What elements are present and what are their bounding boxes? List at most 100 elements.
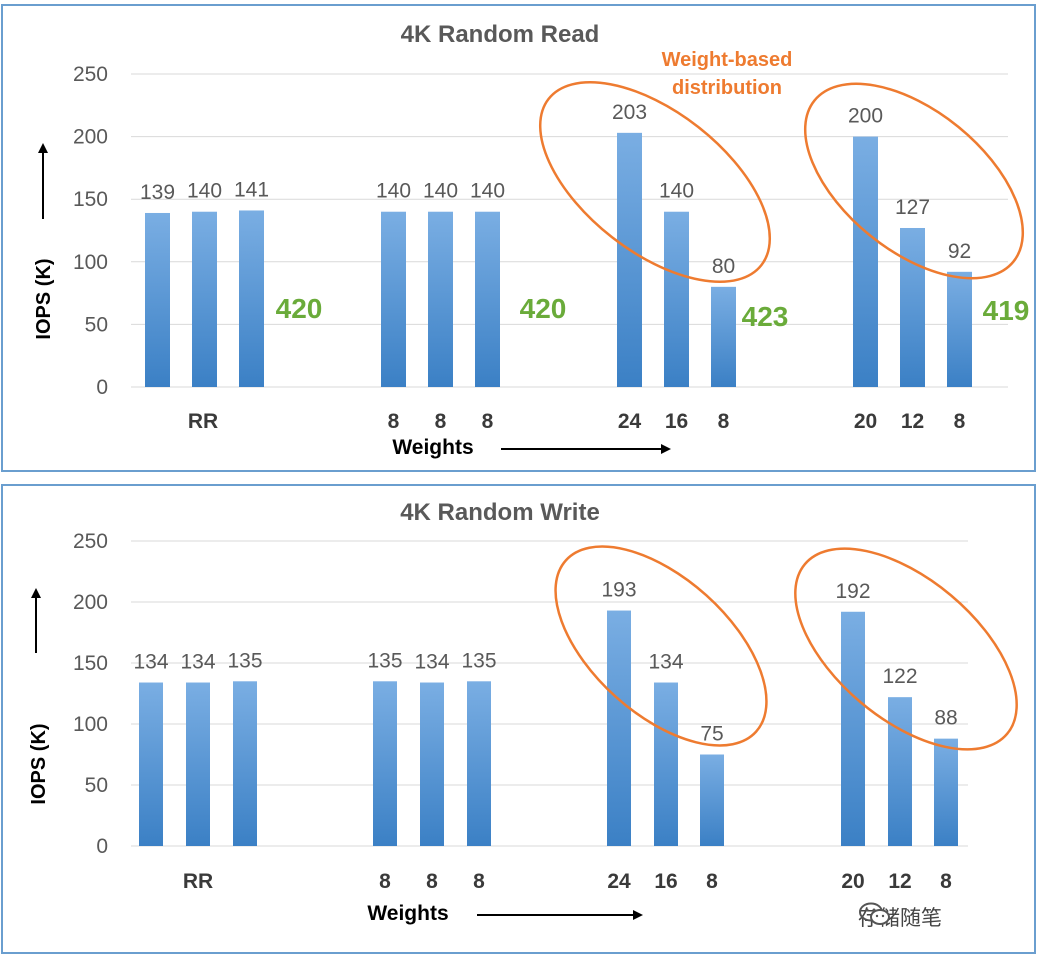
y-tick-label: 250 bbox=[73, 530, 108, 553]
y-tick-label: 100 bbox=[73, 713, 108, 736]
x-tick-label: 8 bbox=[706, 870, 718, 893]
highlight-ellipse bbox=[554, 545, 768, 747]
y-tick-label: 200 bbox=[73, 126, 108, 149]
write-chart-svg: 4K Random Write 0 50 100 150 200 250 IOPS (K) 13… bbox=[28, 499, 1018, 925]
y-axis-label: IOPS (K) bbox=[28, 723, 50, 804]
x-tick-label: 8 bbox=[954, 410, 966, 433]
bar bbox=[145, 212, 170, 387]
read-chart-svg: 4K Random Read 0 50 100 150 200 250 IOPS (K) 139… bbox=[33, 21, 1030, 459]
chart-panel-read: 4K Random Read 0 50 100 150 200 250 IOPS (K) 139… bbox=[1, 4, 1036, 472]
y-tick-label: 250 bbox=[73, 63, 108, 86]
data-label: 75 bbox=[700, 723, 723, 746]
x-tick-label: 8 bbox=[435, 410, 447, 433]
group-label: RR bbox=[183, 870, 213, 893]
group-total-label: 420 bbox=[520, 293, 567, 324]
bar bbox=[428, 211, 453, 387]
data-label: 203 bbox=[612, 101, 647, 124]
x-tick-label: 8 bbox=[426, 870, 438, 893]
x-tick-label: 8 bbox=[940, 870, 952, 893]
bar bbox=[617, 132, 642, 387]
x-axis-arrow-head bbox=[633, 910, 643, 920]
group-label: RR bbox=[188, 410, 218, 433]
highlight-ellipse bbox=[538, 80, 772, 284]
x-tick-label: 8 bbox=[379, 870, 391, 893]
group-total-label: 423 bbox=[742, 301, 789, 332]
x-tick-label: 8 bbox=[473, 870, 485, 893]
y-tick-label: 150 bbox=[73, 652, 108, 675]
annotation-label: Weight-based distribution bbox=[662, 49, 793, 99]
data-label: 80 bbox=[712, 255, 735, 278]
data-label: 141 bbox=[234, 178, 269, 201]
bar bbox=[192, 211, 217, 387]
data-label: 135 bbox=[367, 649, 402, 672]
data-label: 135 bbox=[461, 649, 496, 672]
bar bbox=[239, 210, 264, 387]
y-axis-arrow-head bbox=[38, 143, 48, 153]
bar bbox=[373, 681, 397, 846]
data-label: 134 bbox=[133, 651, 168, 674]
y-tick-label: 0 bbox=[96, 376, 108, 399]
highlight-ellipse bbox=[803, 82, 1025, 280]
bar bbox=[853, 136, 878, 387]
group-total-label: 419 bbox=[983, 295, 1030, 326]
data-label: 127 bbox=[895, 196, 930, 219]
data-label: 88 bbox=[934, 707, 957, 730]
data-label: 193 bbox=[601, 579, 636, 602]
data-label: 140 bbox=[470, 180, 505, 203]
x-tick-label: 20 bbox=[854, 410, 877, 433]
y-tick-label: 150 bbox=[73, 188, 108, 211]
bar bbox=[711, 286, 736, 387]
data-label: 134 bbox=[180, 651, 215, 674]
wechat-icon bbox=[859, 902, 890, 925]
y-tick-label: 50 bbox=[85, 774, 108, 797]
bar bbox=[841, 611, 865, 846]
data-label: 135 bbox=[227, 649, 262, 672]
data-label: 200 bbox=[848, 105, 883, 128]
chart-panel-write: 4K Random Write 0 50 100 150 200 250 IOPS (K) 13… bbox=[1, 484, 1036, 954]
y-axis-arrow-head bbox=[31, 588, 41, 598]
bar bbox=[700, 754, 724, 846]
data-label: 192 bbox=[835, 580, 870, 603]
x-axis-label: Weights bbox=[367, 902, 448, 925]
bar bbox=[233, 681, 257, 846]
y-tick-label: 0 bbox=[96, 835, 108, 858]
bar bbox=[947, 271, 972, 387]
bar bbox=[654, 682, 678, 846]
y-tick-label: 100 bbox=[73, 251, 108, 274]
x-axis-arrow-head bbox=[661, 444, 671, 454]
bar bbox=[607, 610, 631, 846]
data-label: 140 bbox=[423, 180, 458, 203]
x-tick-label: 20 bbox=[841, 870, 864, 893]
data-label: 140 bbox=[376, 180, 411, 203]
data-label: 134 bbox=[414, 651, 449, 674]
x-tick-label: 24 bbox=[607, 870, 631, 893]
x-tick-label: 12 bbox=[888, 870, 911, 893]
highlight-ellipse bbox=[794, 547, 1018, 751]
bar bbox=[139, 682, 163, 846]
data-label: 140 bbox=[659, 180, 694, 203]
bar bbox=[888, 697, 912, 846]
data-label: 134 bbox=[648, 651, 683, 674]
bar bbox=[186, 682, 210, 846]
chart-title: 4K Random Read bbox=[401, 21, 600, 48]
x-tick-label: 12 bbox=[901, 410, 924, 433]
x-tick-label: 16 bbox=[665, 410, 688, 433]
x-axis-label: Weights bbox=[392, 436, 473, 459]
data-label: 139 bbox=[140, 181, 175, 204]
bar bbox=[900, 227, 925, 387]
bar bbox=[934, 738, 958, 846]
chart-title: 4K Random Write bbox=[400, 499, 600, 526]
bar bbox=[420, 682, 444, 846]
x-tick-label: 8 bbox=[718, 410, 730, 433]
y-axis-label: IOPS (K) bbox=[33, 258, 55, 339]
x-tick-label: 24 bbox=[618, 410, 642, 433]
bar bbox=[664, 211, 689, 387]
bar bbox=[381, 211, 406, 387]
data-label: 92 bbox=[948, 240, 971, 263]
y-tick-label: 200 bbox=[73, 591, 108, 614]
bar bbox=[467, 681, 491, 846]
data-label: 122 bbox=[882, 665, 917, 688]
data-label: 140 bbox=[187, 180, 222, 203]
watermark: 存储随笔 bbox=[858, 902, 942, 932]
bar bbox=[475, 211, 500, 387]
